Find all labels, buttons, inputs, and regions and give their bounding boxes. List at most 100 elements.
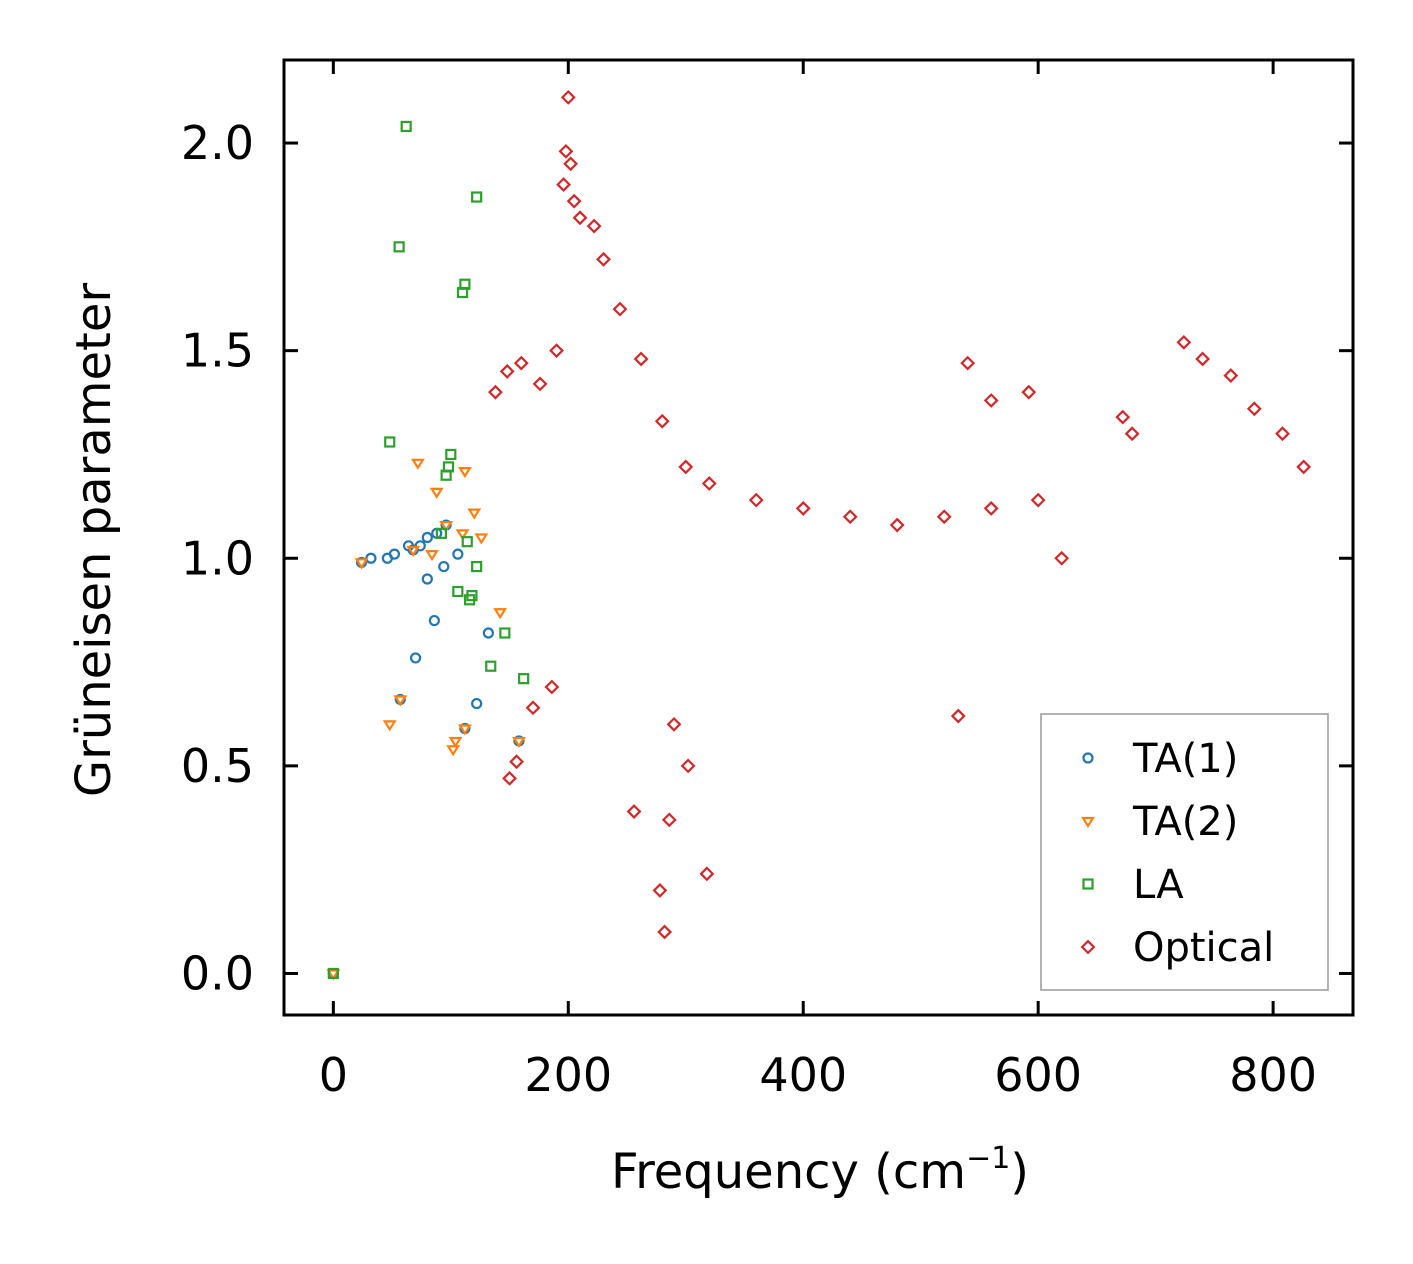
data-point — [425, 550, 439, 562]
data-point — [499, 364, 515, 379]
data-point — [471, 697, 483, 710]
data-point — [549, 343, 564, 359]
data-point — [388, 548, 401, 560]
data-point — [612, 301, 628, 317]
data-point — [666, 716, 682, 732]
legend-label: TA(1) — [1132, 736, 1238, 782]
data-point — [1054, 550, 1070, 566]
data-point — [889, 517, 905, 533]
data-point — [1275, 426, 1290, 442]
data-point — [382, 720, 397, 732]
data-point — [556, 177, 571, 192]
y-tick-label: 0.5 — [181, 739, 254, 793]
data-point — [1115, 409, 1131, 425]
data-point — [445, 448, 457, 461]
x-tick-labels: 0 200 400 600 800 — [319, 1048, 1317, 1102]
data-point — [440, 469, 452, 481]
series-optical — [488, 89, 1312, 940]
y-tick-label: 1.5 — [181, 324, 254, 378]
y-tick-labels: 0.0 0.5 1.0 1.5 2.0 — [181, 116, 254, 1000]
data-point — [446, 745, 461, 757]
data-points — [326, 89, 1312, 981]
data-point — [842, 509, 858, 525]
data-point — [518, 673, 530, 685]
data-point — [409, 652, 422, 664]
data-point — [525, 700, 541, 716]
data-point — [467, 508, 482, 520]
legend: TA(1) TA(2) LA Optical — [1040, 713, 1329, 991]
data-point — [393, 695, 408, 707]
data-point — [1195, 351, 1211, 367]
x-axis-title: Frequency (cm−1) — [611, 1141, 1029, 1200]
x-tick-label: 600 — [994, 1048, 1082, 1102]
x-tick-label: 0 — [319, 1048, 348, 1102]
data-point — [596, 251, 611, 267]
data-point — [586, 218, 602, 234]
data-point — [509, 754, 525, 770]
data-point — [482, 627, 495, 639]
data-point — [493, 608, 508, 620]
data-point — [1124, 426, 1140, 442]
data-point — [421, 531, 433, 544]
data-point — [699, 866, 715, 882]
x-tick-label: 200 — [524, 1048, 612, 1102]
legend-marker — [1082, 752, 1094, 764]
legend-label: Optical — [1133, 925, 1274, 971]
data-point — [474, 533, 489, 545]
y-tick-label: 0.0 — [181, 946, 254, 1000]
data-point — [678, 459, 694, 475]
data-point — [626, 804, 642, 819]
data-point — [983, 393, 999, 408]
legend-marker — [1082, 878, 1094, 890]
data-point — [513, 355, 529, 371]
x-axis-title-close: ) — [1010, 1144, 1029, 1200]
data-point — [748, 492, 764, 508]
data-point — [657, 924, 673, 940]
data-point — [410, 458, 425, 470]
data-point — [384, 436, 396, 448]
data-point — [461, 536, 473, 548]
data-point — [1176, 334, 1192, 350]
data-point — [400, 120, 412, 133]
data-point — [652, 883, 668, 898]
data-point — [544, 679, 560, 695]
data-point — [471, 191, 483, 203]
data-point — [365, 552, 377, 564]
series-ta-2- — [326, 458, 526, 981]
data-point — [452, 585, 464, 598]
data-point — [414, 540, 426, 552]
data-point — [680, 758, 696, 774]
data-point — [428, 614, 440, 627]
data-point — [661, 812, 677, 828]
data-point — [452, 548, 464, 560]
legend-box — [1040, 713, 1329, 991]
data-point — [1030, 492, 1046, 508]
data-point — [566, 193, 582, 209]
tick-marks — [284, 60, 1353, 1015]
data-point — [438, 560, 450, 573]
plot-area — [282, 58, 1355, 1017]
data-point — [1021, 384, 1037, 400]
legend-label: TA(2) — [1132, 799, 1238, 845]
data-point — [960, 355, 976, 371]
data-point — [471, 560, 483, 573]
data-point — [488, 384, 503, 400]
data-point — [421, 573, 433, 585]
data-point — [485, 660, 497, 672]
data-point — [435, 527, 448, 539]
legend-label: LA — [1133, 862, 1184, 908]
x-axis-title-main: Frequency (cm — [611, 1144, 966, 1200]
legend-marker — [1081, 816, 1095, 829]
data-point — [1223, 368, 1239, 383]
data-point — [455, 529, 470, 541]
series-ta-1- — [327, 519, 525, 980]
y-axis-title: Grüneisen parameter — [66, 283, 122, 798]
data-point — [464, 594, 476, 606]
data-point — [448, 736, 463, 748]
data-point — [795, 501, 811, 516]
data-point — [354, 558, 369, 570]
data-point — [502, 770, 517, 786]
x-tick-label: 800 — [1229, 1048, 1317, 1102]
data-point — [456, 286, 469, 299]
